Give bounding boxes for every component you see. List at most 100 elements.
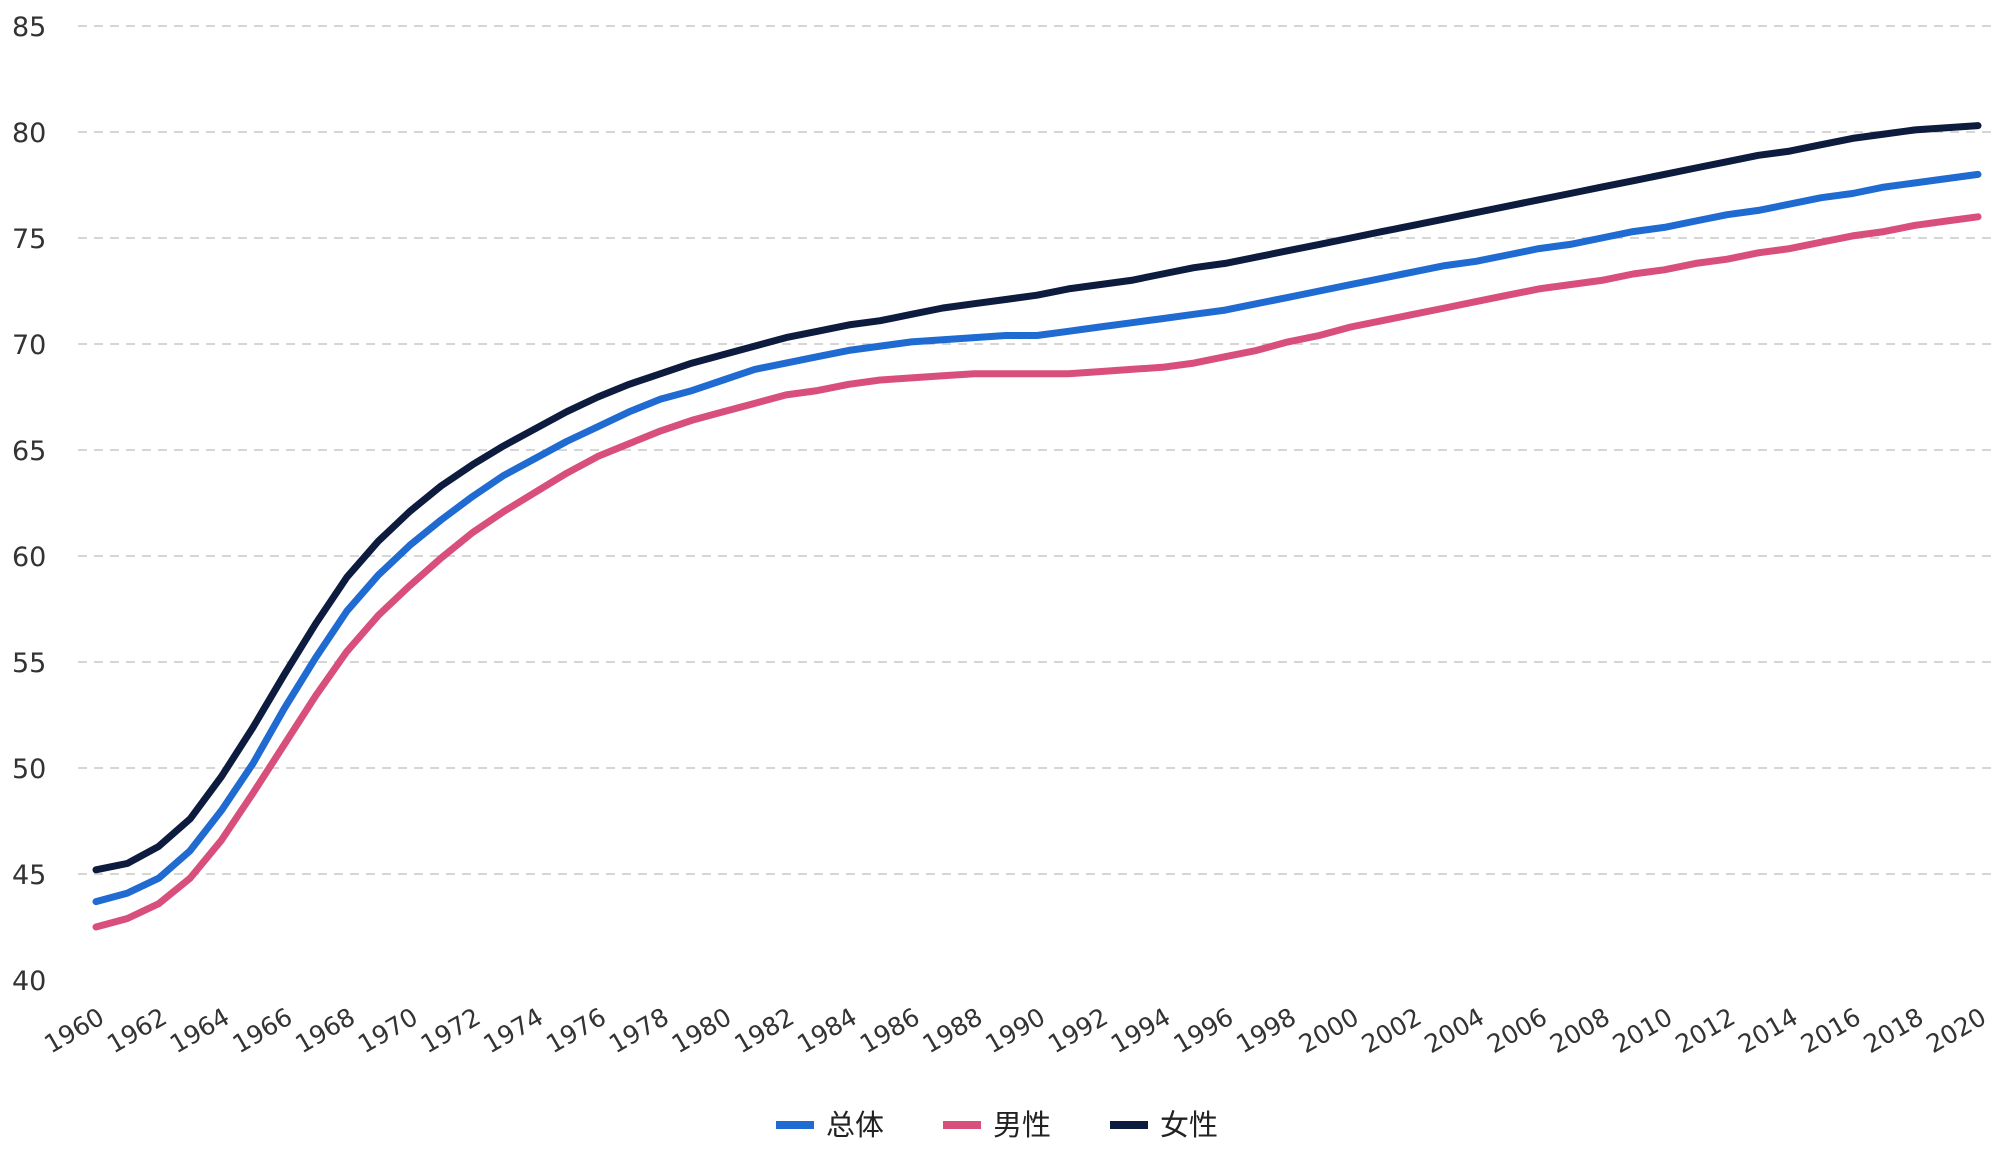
data-point xyxy=(1472,209,1480,216)
x-tick-label: 1978 xyxy=(604,1002,674,1059)
data-point xyxy=(281,741,288,748)
data-point xyxy=(531,455,539,462)
data-point xyxy=(406,542,413,549)
data-point xyxy=(1912,222,1919,229)
data-point xyxy=(312,620,319,627)
data-point xyxy=(1818,239,1825,246)
x-tick-label: 1984 xyxy=(792,1002,862,1059)
x-tick-label: 2002 xyxy=(1357,1002,1427,1059)
data-point xyxy=(1316,332,1323,339)
data-point xyxy=(814,353,821,360)
data-point xyxy=(1504,292,1511,299)
data-point xyxy=(1974,171,1982,178)
data-point xyxy=(1629,270,1637,278)
data-point xyxy=(751,342,758,350)
data-point xyxy=(124,915,131,922)
data-point xyxy=(1441,262,1449,269)
data-point xyxy=(531,489,539,496)
data-point xyxy=(1284,294,1292,301)
data-point xyxy=(1316,287,1323,295)
data-point xyxy=(1410,311,1417,318)
data-point xyxy=(375,612,382,619)
data-point xyxy=(124,889,131,897)
data-point xyxy=(782,391,790,399)
data-point xyxy=(1002,296,1009,303)
data-point xyxy=(657,427,664,435)
legend-label: 女性 xyxy=(1160,1108,1218,1142)
x-tick-label: 1988 xyxy=(918,1002,988,1059)
data-point xyxy=(1253,300,1260,307)
data-point xyxy=(1692,260,1699,267)
data-point xyxy=(1974,213,1982,220)
data-point xyxy=(1127,277,1135,284)
data-point xyxy=(877,376,884,384)
data-point xyxy=(186,875,194,882)
data-point xyxy=(1849,190,1856,197)
data-point xyxy=(406,508,413,515)
data-point xyxy=(594,453,602,460)
data-point xyxy=(1190,311,1198,318)
series-line xyxy=(92,122,1982,874)
data-point xyxy=(1033,370,1041,377)
x-tick-label: 1974 xyxy=(479,1002,549,1059)
data-point xyxy=(218,836,225,844)
data-point xyxy=(1159,315,1166,322)
data-point xyxy=(1629,228,1637,235)
data-point xyxy=(249,724,256,731)
data-point xyxy=(1755,152,1762,159)
data-point xyxy=(657,395,664,403)
data-point xyxy=(1096,368,1103,375)
data-point xyxy=(1284,338,1292,346)
data-point xyxy=(1002,370,1009,377)
data-point xyxy=(469,493,476,500)
data-point xyxy=(1378,317,1386,324)
data-point xyxy=(563,470,570,477)
data-point xyxy=(1504,251,1511,259)
data-point xyxy=(1347,281,1354,288)
x-tick-label: 2014 xyxy=(1733,1002,1803,1059)
y-tick-label: 80 xyxy=(12,118,46,149)
data-point xyxy=(971,334,978,341)
data-point xyxy=(688,417,696,424)
data-point xyxy=(469,529,476,536)
data-point xyxy=(1504,203,1511,210)
data-point xyxy=(1065,285,1072,293)
data-point xyxy=(469,461,476,468)
data-point xyxy=(1567,190,1574,197)
y-tick-label: 70 xyxy=(12,330,46,361)
data-point xyxy=(563,438,570,445)
data-point xyxy=(1441,215,1449,223)
data-point xyxy=(1943,175,1950,182)
x-tick-label: 1996 xyxy=(1169,1002,1239,1059)
x-tick-label: 1962 xyxy=(102,1002,172,1059)
data-point xyxy=(1849,135,1856,142)
data-point xyxy=(908,374,915,382)
data-point xyxy=(1943,124,1950,131)
data-point xyxy=(1912,126,1919,134)
y-tick-label: 75 xyxy=(12,224,46,255)
x-tick-label: 2012 xyxy=(1670,1002,1740,1059)
data-point xyxy=(1347,323,1354,331)
data-point xyxy=(92,866,100,873)
data-point xyxy=(155,900,162,907)
series-lines xyxy=(92,122,1982,931)
data-point xyxy=(1629,177,1637,184)
x-tick-label: 1986 xyxy=(855,1002,925,1059)
data-point xyxy=(92,923,100,931)
data-point xyxy=(1880,130,1888,138)
data-point xyxy=(186,815,194,823)
data-point xyxy=(845,321,852,329)
data-point xyxy=(720,376,727,384)
data-point xyxy=(688,359,696,367)
data-point xyxy=(971,370,978,377)
data-point xyxy=(877,342,884,350)
x-axis-ticks: 1960196219641966196819701972197419761978… xyxy=(39,1002,1991,1059)
data-point xyxy=(688,387,696,394)
legend: 总体 男性 女性 xyxy=(776,1108,1218,1142)
x-tick-label: 1980 xyxy=(667,1002,737,1059)
x-tick-label: 1982 xyxy=(729,1002,799,1059)
y-tick-label: 55 xyxy=(12,648,46,679)
data-point xyxy=(814,387,821,394)
data-point xyxy=(1253,253,1260,261)
data-point xyxy=(1535,285,1543,293)
